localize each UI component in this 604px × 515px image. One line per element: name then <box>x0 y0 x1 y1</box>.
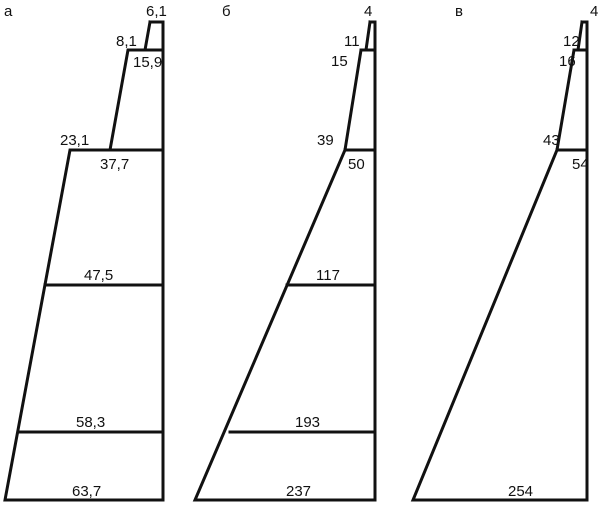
value-label: 37,7 <box>100 156 129 173</box>
value-label: 54 <box>572 156 589 173</box>
value-label: 15,9 <box>133 54 162 71</box>
value-label: 63,7 <box>72 483 101 500</box>
panel-label: а <box>4 3 13 20</box>
value-label: 193 <box>295 414 320 431</box>
value-label: 15 <box>331 53 348 70</box>
panel-label: б <box>222 3 231 20</box>
value-label: 6,1 <box>146 3 167 20</box>
outline <box>192 20 377 502</box>
outline <box>3 20 165 502</box>
value-label: 237 <box>286 483 311 500</box>
panel-label: в <box>455 3 463 20</box>
value-label: 43 <box>543 132 560 149</box>
value-label: 254 <box>508 483 533 500</box>
value-label: 23,1 <box>60 132 89 149</box>
value-label: 117 <box>316 267 340 284</box>
value-label: 4 <box>590 3 598 20</box>
value-label: 50 <box>348 156 365 173</box>
value-label: 12 <box>563 33 580 50</box>
value-label: 58,3 <box>76 414 105 431</box>
value-label: 16 <box>559 53 576 70</box>
value-label: 39 <box>317 132 334 149</box>
panel-c: в 4 12 16 43 54 254 <box>410 3 598 502</box>
value-label: 47,5 <box>84 267 113 284</box>
outline <box>410 20 589 502</box>
panel-a: а 6,1 8,1 15,9 23,1 37,7 47,5 58,3 63,7 <box>3 3 167 502</box>
value-label: 4 <box>364 3 372 20</box>
value-label: 11 <box>344 33 360 50</box>
panel-b: б 4 11 15 39 50 117 193 237 <box>192 3 377 502</box>
value-label: 8,1 <box>116 33 137 50</box>
